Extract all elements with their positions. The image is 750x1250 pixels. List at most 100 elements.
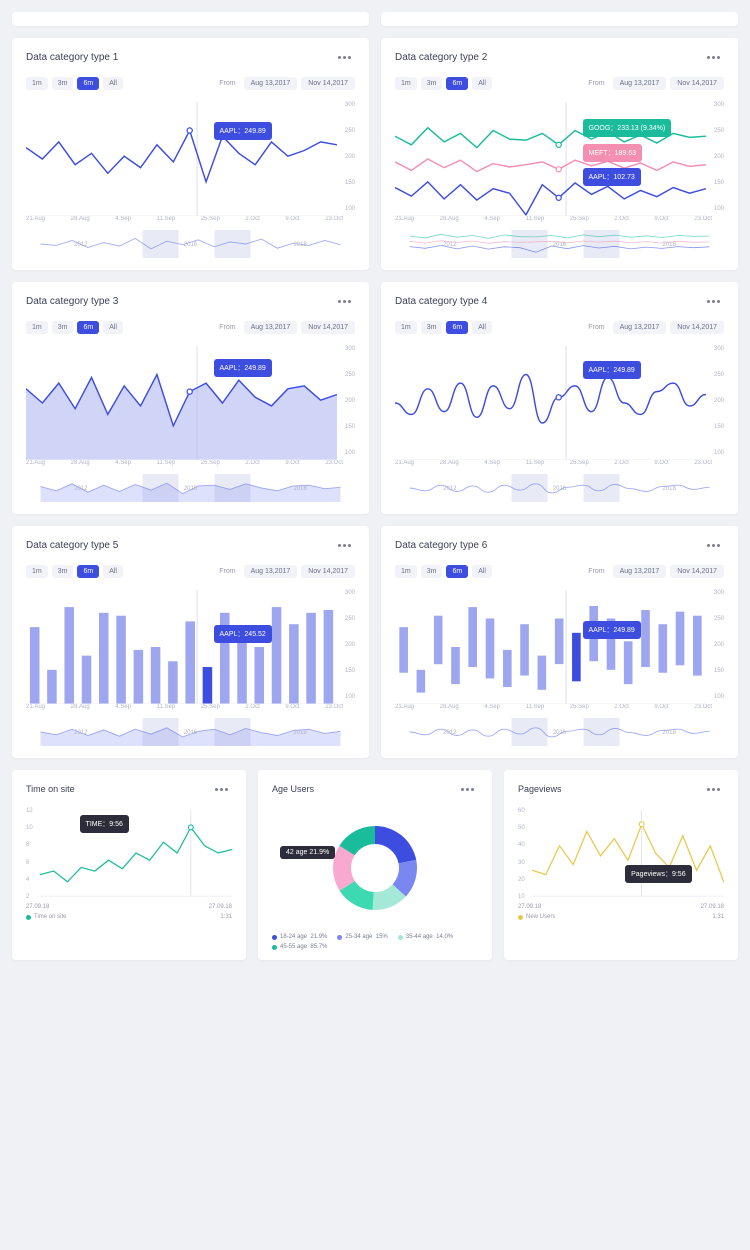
range-btn-All[interactable]: All — [103, 77, 123, 90]
brush-svg[interactable] — [26, 230, 355, 258]
date-to[interactable]: Nov 14,2017 — [301, 565, 355, 578]
range-btn-6m[interactable]: 6m — [446, 565, 468, 578]
from-label: From — [219, 80, 235, 87]
range-btn-1m[interactable]: 1m — [26, 77, 48, 90]
y-axis: 12108642 — [26, 808, 33, 900]
more-icon[interactable] — [703, 54, 724, 61]
chart-tooltip: AAPL：249.89 — [214, 359, 272, 377]
date-to[interactable]: Nov 14,2017 — [670, 321, 724, 334]
range-btn-6m[interactable]: 6m — [77, 321, 99, 334]
chart-controls: 1m 3m6m All From Aug 13,2017 Nov 14,2017 — [395, 321, 724, 334]
range-btn-6m[interactable]: 6m — [77, 565, 99, 578]
legend-item: 45-55 age 85.7% — [272, 944, 327, 950]
range-btn-All[interactable]: All — [103, 321, 123, 334]
chart-tooltip: AAPL：249.89 — [583, 361, 641, 379]
more-icon[interactable] — [334, 542, 355, 549]
card-title: Age Users — [272, 784, 314, 794]
chart-tooltip: TIME：9:56 — [80, 815, 129, 833]
card-title: Data category type 1 — [26, 52, 118, 63]
range-btn-3m[interactable]: 3m — [52, 77, 74, 90]
y-axis: 300250200150100 — [714, 346, 724, 456]
x-axis: 27.09.1827.09.18 — [26, 904, 232, 910]
date-from[interactable]: Aug 13,2017 — [244, 77, 298, 90]
chart-tooltip: MEFT：189.63 — [583, 144, 642, 162]
more-icon[interactable] — [334, 54, 355, 61]
range-btn-3m[interactable]: 3m — [52, 565, 74, 578]
date-to[interactable]: Nov 14,2017 — [301, 77, 355, 90]
range-btn-1m[interactable]: 1m — [395, 321, 417, 334]
range-btn-1m[interactable]: 1m — [26, 321, 48, 334]
from-label: From — [588, 324, 604, 331]
date-from[interactable]: Aug 13,2017 — [613, 321, 667, 334]
more-icon[interactable] — [703, 786, 724, 793]
card-title: Data category type 6 — [395, 540, 487, 551]
y-axis: 300250200150100 — [714, 590, 724, 700]
chart-card-6: Data category type 6 1m 3m6m All From Aug … — [381, 526, 738, 758]
date-from[interactable]: Aug 13,2017 — [613, 77, 667, 90]
brush-svg[interactable] — [26, 718, 355, 746]
chart-tooltip: GOOG：233.13 (9.34%) — [583, 119, 672, 137]
footer-value: 1:31 — [712, 914, 724, 920]
chart-card-4: Data category type 4 1m 3m6m All From Aug … — [381, 282, 738, 514]
range-btn-3m[interactable]: 3m — [52, 321, 74, 334]
more-icon[interactable] — [703, 298, 724, 305]
chart-controls: 1m3m6mAll From Aug 13,2017 Nov 14,2017 — [395, 77, 724, 90]
range-btn-All[interactable]: All — [472, 565, 492, 578]
more-icon[interactable] — [457, 786, 478, 793]
x-axis: 27.09.1827.09.18 — [518, 904, 724, 910]
card-title: Pageviews — [518, 784, 562, 794]
range-btn-3m[interactable]: 3m — [421, 565, 443, 578]
legend-item: Time on site — [26, 914, 66, 920]
chart-card-1: Data category type 1 1m 3m6m All From Aug … — [12, 38, 369, 270]
date-from[interactable]: Aug 13,2017 — [244, 321, 298, 334]
chart-svg — [26, 590, 337, 704]
range-btn-1m[interactable]: 1m — [26, 565, 48, 578]
date-to[interactable]: Nov 14,2017 — [670, 77, 724, 90]
small-card: Pageviews 605040302010 Pageviews：9:56 27… — [504, 770, 738, 960]
chart-svg — [26, 102, 337, 216]
range-btn-3m[interactable]: 3m — [421, 321, 443, 334]
chart-tooltip: Pageviews：9:56 — [625, 865, 691, 883]
more-icon[interactable] — [211, 786, 232, 793]
chart-svg — [395, 346, 706, 460]
from-label: From — [588, 568, 604, 575]
more-icon[interactable] — [334, 298, 355, 305]
range-btn-All[interactable]: All — [472, 77, 492, 90]
brush-svg[interactable] — [395, 474, 724, 502]
from-label: From — [219, 324, 235, 331]
range-btn-1m[interactable]: 1m — [395, 77, 417, 90]
chart-controls: 1m 3m6m All From Aug 13,2017 Nov 14,2017 — [26, 77, 355, 90]
date-to[interactable]: Nov 14,2017 — [301, 321, 355, 334]
more-icon[interactable] — [703, 542, 724, 549]
chart-controls: 1m 3m6m All From Aug 13,2017 Nov 14,2017 — [395, 565, 724, 578]
chart-controls: 1m 3m6m All From Aug 13,2017 Nov 14,2017 — [26, 321, 355, 334]
chart-card-2: Data category type 2 1m3m6mAll From Aug … — [381, 38, 738, 270]
donut-svg — [315, 808, 435, 928]
range-btn-3m[interactable]: 3m — [421, 77, 443, 90]
card-title: Data category type 5 — [26, 540, 118, 551]
range-btn-All[interactable]: All — [472, 321, 492, 334]
brush-svg[interactable] — [395, 230, 724, 258]
range-btn-All[interactable]: All — [103, 565, 123, 578]
chart-tooltip: AAPL：102.73 — [583, 168, 641, 186]
range-btn-6m[interactable]: 6m — [446, 321, 468, 334]
range-btn-6m[interactable]: 6m — [446, 77, 468, 90]
brush-svg[interactable] — [395, 718, 724, 746]
card-title: Data category type 4 — [395, 296, 487, 307]
footer-value: 1:31 — [220, 914, 232, 920]
y-axis: 300250200150100 — [714, 102, 724, 212]
brush-svg[interactable] — [26, 474, 355, 502]
chart-tooltip: AAPL：245.52 — [214, 625, 272, 643]
y-axis: 300250200150100 — [345, 346, 355, 456]
legend-item: 35-44 age 14.0% — [398, 934, 453, 940]
card-title: Time on site — [26, 784, 75, 794]
date-from[interactable]: Aug 13,2017 — [244, 565, 298, 578]
date-to[interactable]: Nov 14,2017 — [670, 565, 724, 578]
range-btn-1m[interactable]: 1m — [395, 565, 417, 578]
chart-svg — [395, 590, 706, 704]
chart-tooltip: AAPL：249.89 — [214, 122, 272, 140]
date-from[interactable]: Aug 13,2017 — [613, 565, 667, 578]
range-btn-6m[interactable]: 6m — [77, 77, 99, 90]
chart-svg — [26, 346, 337, 460]
y-axis: 300250200150100 — [345, 102, 355, 212]
